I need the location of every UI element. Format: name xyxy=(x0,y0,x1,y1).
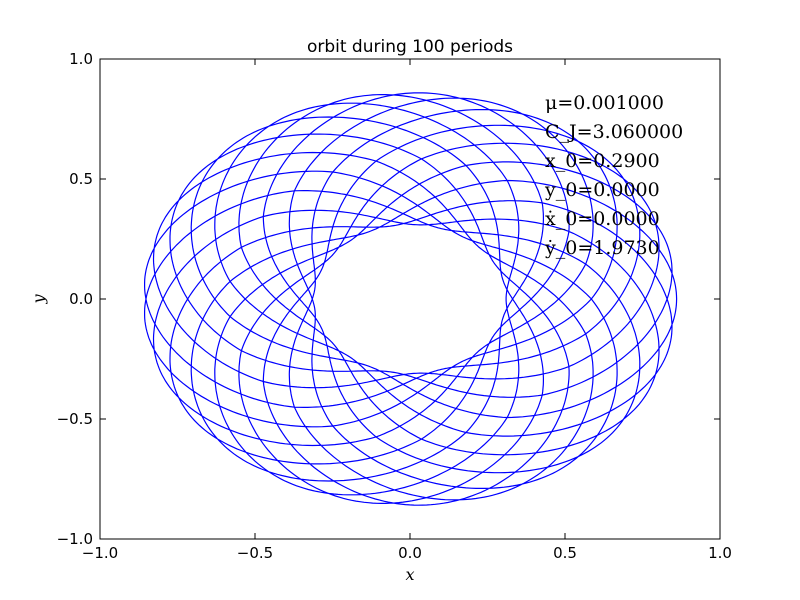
y-tick-label: −1.0 xyxy=(57,530,93,548)
parameter-annotation: μ=0.001000 xyxy=(545,92,664,114)
x-axis-label: x xyxy=(405,565,414,584)
y-tick-label: 0.5 xyxy=(69,170,93,188)
y-axis-label: y xyxy=(29,294,48,305)
parameter-annotation: C_J=3.060000 xyxy=(545,121,683,143)
parameter-annotation: ẋ_0=0.0000 xyxy=(545,208,660,230)
x-tick-label: 0.5 xyxy=(553,544,577,562)
y-tick-label: −0.5 xyxy=(57,410,93,428)
y-tick-label: 1.0 xyxy=(69,50,93,68)
x-tick-label: −1.0 xyxy=(82,544,118,562)
parameter-annotation: ẏ_0=1.9730 xyxy=(544,237,660,259)
x-tick-label: −0.5 xyxy=(237,544,273,562)
x-tick-label: 0.0 xyxy=(398,544,422,562)
orbit-line xyxy=(144,92,678,506)
parameter-annotation: x_0=0.2900 xyxy=(545,150,660,172)
chart-title: orbit during 100 periods xyxy=(307,37,513,57)
x-tick-label: 1.0 xyxy=(708,544,732,562)
y-tick-label: 0.0 xyxy=(69,290,93,308)
parameter-annotation: y_0=0.0000 xyxy=(544,179,660,201)
